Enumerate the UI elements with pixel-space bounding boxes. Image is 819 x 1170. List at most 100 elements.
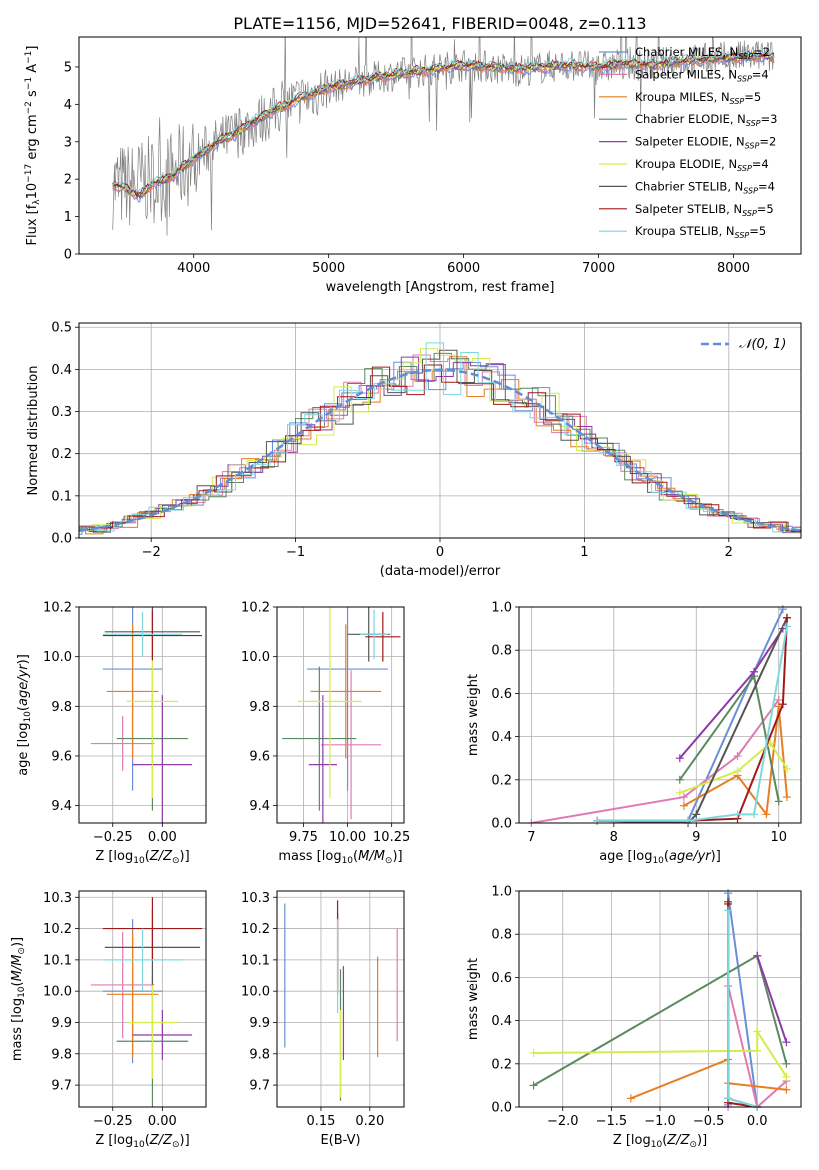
mass-EBV-axes: 0.15 0.20 9.7 9.8 9.9 10.0 10.1 10.2 10.3 xyxy=(241,891,404,1129)
spectrum-ytick-label: 0 xyxy=(64,248,72,263)
spectrum-ytick-label: 1 xyxy=(64,210,72,225)
legend-entry: Salpeter ELODIE, NSSP=2 xyxy=(635,135,776,151)
mass-Z-xlabel: Z [log10(Z/Z⊙)] xyxy=(95,1133,189,1150)
weight-line xyxy=(679,741,788,794)
mass-EBV-ytick-label: 10.1 xyxy=(241,953,270,968)
weight-Z-ytick-label: 0.2 xyxy=(491,1057,512,1072)
age-Z-ytick-label: 10.0 xyxy=(43,650,72,665)
spectrum-ytick-label: 4 xyxy=(64,98,72,113)
weight-Z-ytick-label: 0.4 xyxy=(491,1014,512,1029)
residuals-ytick-label: 0.2 xyxy=(51,447,72,462)
spectrum-ylabel: Flux [fλ10−17 erg cm−2 s−1 A−1] xyxy=(24,46,42,246)
weight-line xyxy=(756,955,788,1043)
mass-EBV-xlabel: E(B-V) xyxy=(320,1133,360,1148)
weight-age-ytick-label: 0.2 xyxy=(491,773,512,788)
weight-line xyxy=(531,699,780,823)
spectrum-frame xyxy=(78,36,802,255)
spectrum-ytick-label: 2 xyxy=(64,173,72,188)
legend-entry: Kroupa ELODIE, NSSP=4 xyxy=(635,157,769,173)
residual-histogram xyxy=(79,348,801,533)
weight-age-ytick-label: 0.4 xyxy=(491,730,512,745)
legend-entry: Kroupa MILES, NSSP=5 xyxy=(635,90,761,106)
age-Z-ylabel: age [log10(age/yr)] xyxy=(16,654,33,776)
residual-histogram xyxy=(79,356,801,535)
legend-entry: Chabrier STELIB, NSSP=4 xyxy=(635,179,775,195)
age-Z-xtick-label: −0.25 xyxy=(93,830,133,845)
weight-Z-frame xyxy=(518,890,802,1108)
weight-Z-ytick-label: 0.6 xyxy=(491,971,512,986)
age-Z-ytick-label: 9.4 xyxy=(51,799,72,814)
weight-age-xlabel: age [log10(age/yr)] xyxy=(599,849,721,866)
age-mass-xtick-label: 10.00 xyxy=(329,830,366,845)
mass-EBV-ytick-label: 10.0 xyxy=(241,985,270,1000)
weight-age-ylabel: mass weight xyxy=(466,674,481,756)
mass-Z-axes: −0.25 0.00 9.7 9.8 9.9 10.0 10.1 10.2 10.3 xyxy=(43,891,206,1129)
spectrum-xtick-label: 7000 xyxy=(582,261,615,276)
age-Z-ytick-label: 9.8 xyxy=(51,700,72,715)
spectrum-xtick-label: 8000 xyxy=(717,261,750,276)
spectrum-ytick-label: 5 xyxy=(64,60,72,75)
weight-age-ytick-label: 0.0 xyxy=(491,817,512,832)
residual-histogram xyxy=(79,349,801,533)
residuals-xlabel: (data-model)/error xyxy=(380,564,501,579)
mass-EBV-xtick-label: 0.20 xyxy=(355,1114,384,1129)
spectrum-model-line xyxy=(112,53,775,199)
weight-Z-xtick-label: −1.5 xyxy=(596,1114,628,1129)
mass-EBV-ytick-label: 9.7 xyxy=(249,1079,270,1094)
residuals-xtick-label: 2 xyxy=(725,545,733,560)
weight-Z-ytick-label: 0.0 xyxy=(491,1101,512,1116)
spectrum-xtick-label: 5000 xyxy=(312,261,345,276)
weight-age-ytick-label: 1.0 xyxy=(491,601,512,616)
mass-Z-xtick-label: 0.00 xyxy=(148,1114,177,1129)
age-Z-xtick-label: 0.00 xyxy=(148,830,177,845)
residuals-xtick-label: 0 xyxy=(436,545,444,560)
legend-entry: 𝒩(0, 1) xyxy=(739,337,786,352)
mass-EBV-ytick-label: 10.2 xyxy=(241,922,270,937)
age-Z-frame xyxy=(78,606,207,824)
residual-histogram xyxy=(79,352,801,532)
residual-histogram xyxy=(79,364,801,532)
spectrum-xlabel: wavelength [Angstrom, rest frame] xyxy=(326,280,555,295)
weight-age-ytick-label: 0.8 xyxy=(491,644,512,659)
weight-age-xtick-label: 8 xyxy=(610,830,618,845)
weight-Z-ytick-label: 0.8 xyxy=(491,928,512,943)
spectrum-xtick-label: 4000 xyxy=(177,261,210,276)
legend-entry: Chabrier ELODIE, NSSP=3 xyxy=(635,112,777,128)
weight-Z-axes: −2.0 −1.5 −1.0 −0.5 0.0 0.0 0.2 0.4 0.6 0.8 1.0 xyxy=(491,885,801,1129)
residuals-xtick-label: −2 xyxy=(142,545,161,560)
age-mass-frame xyxy=(276,606,405,824)
residuals-xtick-label: −1 xyxy=(286,545,305,560)
age-mass-ytick-label: 9.8 xyxy=(249,700,270,715)
weight-line xyxy=(533,1027,788,1078)
residuals-ytick-label: 0.0 xyxy=(51,532,72,547)
weight-Z-xtick-label: −1.0 xyxy=(644,1114,676,1129)
gaussian-reference-line xyxy=(79,368,801,532)
mass-Z-ytick-label: 9.8 xyxy=(51,1047,72,1062)
residual-histogram xyxy=(79,356,801,534)
age-mass-ytick-label: 10.2 xyxy=(241,601,270,616)
weight-age-frame xyxy=(518,606,802,824)
weight-age-xtick-label: 9 xyxy=(692,830,700,845)
mass-EBV-ytick-label: 9.9 xyxy=(249,1016,270,1031)
residuals-ytick-label: 0.4 xyxy=(51,363,72,378)
weight-Z-ytick-label: 1.0 xyxy=(491,885,512,900)
mass-EBV-ytick-label: 10.3 xyxy=(241,891,270,906)
mass-EBV-ytick-label: 9.8 xyxy=(249,1047,270,1062)
age-mass-xtick-label: 10.25 xyxy=(373,830,410,845)
residuals-ytick-label: 0.3 xyxy=(51,405,72,420)
age-mass-xtick-label: 9.75 xyxy=(289,830,318,845)
age-Z-ytick-label: 10.2 xyxy=(43,601,72,616)
spectrum-axes: 4000 5000 6000 7000 8000 0 1 2 3 4 5 xyxy=(64,60,750,276)
spectrum-model-line xyxy=(112,48,775,194)
mass-Z-ylabel: mass [log10(M/M⊙)] xyxy=(10,937,27,1061)
weight-line xyxy=(678,673,780,802)
age-mass-xlabel: mass [log10(M/M⊙)] xyxy=(278,849,402,866)
mass-Z-xtick-label: −0.25 xyxy=(93,1114,133,1129)
residuals-frame xyxy=(78,322,802,539)
age-Z-axes: −0.25 0.00 9.4 9.6 9.8 10.0 10.2 xyxy=(43,601,206,845)
weight-age-xtick-label: 7 xyxy=(527,830,535,845)
mass-Z-ytick-label: 10.2 xyxy=(43,922,72,937)
mass-EBV-xtick-label: 0.15 xyxy=(306,1114,335,1129)
spectrum-ytick-label: 3 xyxy=(64,135,72,150)
mass-Z-ytick-label: 9.9 xyxy=(51,1016,72,1031)
